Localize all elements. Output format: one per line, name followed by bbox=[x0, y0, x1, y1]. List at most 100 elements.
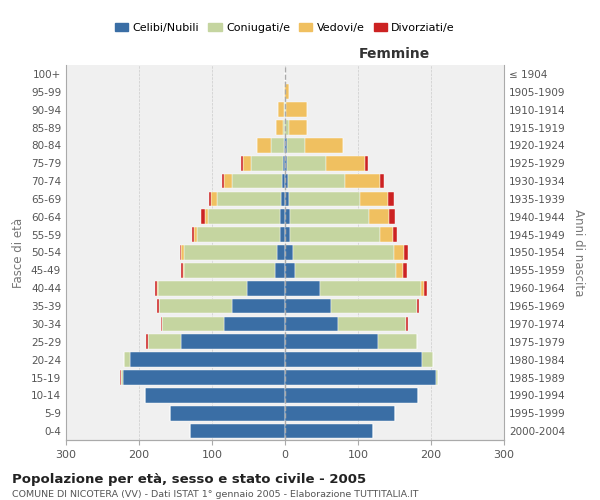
Bar bbox=[290, 228, 380, 242]
Bar bbox=[396, 263, 403, 278]
Bar bbox=[159, 298, 232, 314]
Bar bbox=[345, 174, 380, 188]
Bar bbox=[293, 245, 394, 260]
Bar bbox=[275, 263, 285, 278]
Bar bbox=[271, 138, 284, 152]
Bar bbox=[180, 245, 181, 260]
Bar bbox=[190, 424, 285, 438]
Bar bbox=[194, 228, 197, 242]
Bar bbox=[360, 192, 388, 206]
Bar bbox=[184, 263, 275, 278]
Bar bbox=[380, 174, 383, 188]
Bar bbox=[280, 210, 285, 224]
Bar bbox=[277, 245, 285, 260]
Bar bbox=[436, 370, 438, 385]
Bar bbox=[217, 192, 281, 206]
Bar bbox=[394, 245, 404, 260]
Bar bbox=[283, 120, 285, 135]
Bar bbox=[158, 281, 247, 295]
Bar bbox=[285, 424, 373, 438]
Bar bbox=[208, 210, 280, 224]
Bar bbox=[205, 210, 208, 224]
Bar bbox=[285, 174, 288, 188]
Bar bbox=[285, 156, 287, 170]
Bar bbox=[181, 263, 183, 278]
Bar bbox=[285, 263, 295, 278]
Bar bbox=[121, 370, 123, 385]
Bar bbox=[326, 156, 365, 170]
Bar bbox=[209, 192, 211, 206]
Bar bbox=[388, 192, 394, 206]
Bar bbox=[130, 352, 285, 367]
Bar bbox=[287, 156, 326, 170]
Bar bbox=[422, 352, 433, 367]
Bar bbox=[290, 210, 369, 224]
Bar bbox=[285, 388, 418, 402]
Bar bbox=[369, 210, 389, 224]
Y-axis label: Anni di nascita: Anni di nascita bbox=[572, 209, 585, 296]
Bar bbox=[288, 174, 345, 188]
Bar bbox=[284, 84, 285, 99]
Bar bbox=[192, 228, 194, 242]
Bar bbox=[278, 102, 284, 117]
Bar bbox=[123, 370, 285, 385]
Bar bbox=[284, 138, 285, 152]
Bar bbox=[224, 316, 285, 331]
Bar bbox=[145, 388, 285, 402]
Bar bbox=[257, 138, 271, 152]
Y-axis label: Fasce di età: Fasce di età bbox=[13, 218, 25, 288]
Text: Popolazione per età, sesso e stato civile - 2005: Popolazione per età, sesso e stato civil… bbox=[12, 472, 366, 486]
Bar bbox=[244, 156, 251, 170]
Bar bbox=[320, 281, 421, 295]
Bar bbox=[285, 120, 289, 135]
Bar bbox=[184, 245, 277, 260]
Bar bbox=[404, 245, 407, 260]
Bar bbox=[295, 263, 396, 278]
Bar bbox=[285, 316, 338, 331]
Bar bbox=[284, 102, 285, 117]
Bar bbox=[406, 316, 409, 331]
Bar bbox=[285, 298, 331, 314]
Bar bbox=[403, 263, 407, 278]
Bar bbox=[285, 138, 287, 152]
Bar bbox=[181, 245, 184, 260]
Bar bbox=[161, 316, 163, 331]
Bar bbox=[285, 210, 290, 224]
Bar bbox=[146, 334, 148, 349]
Text: COMUNE DI NICOTERA (VV) - Dati ISTAT 1° gennaio 2005 - Elaborazione TUTTITALIA.I: COMUNE DI NICOTERA (VV) - Dati ISTAT 1° … bbox=[12, 490, 419, 499]
Text: Femmine: Femmine bbox=[359, 48, 430, 61]
Bar bbox=[285, 352, 422, 367]
Bar bbox=[155, 281, 157, 295]
Bar bbox=[285, 102, 286, 117]
Legend: Celibi/Nubili, Coniugati/e, Vedovi/e, Divorziati/e: Celibi/Nubili, Coniugati/e, Vedovi/e, Di… bbox=[110, 18, 460, 37]
Bar bbox=[224, 174, 232, 188]
Bar bbox=[232, 298, 285, 314]
Bar bbox=[305, 138, 343, 152]
Bar bbox=[289, 192, 360, 206]
Bar bbox=[365, 156, 368, 170]
Bar bbox=[251, 156, 283, 170]
Bar bbox=[285, 370, 436, 385]
Bar bbox=[183, 263, 184, 278]
Bar bbox=[393, 228, 397, 242]
Bar bbox=[421, 281, 424, 295]
Bar bbox=[120, 370, 121, 385]
Bar bbox=[247, 281, 285, 295]
Bar bbox=[285, 228, 290, 242]
Bar bbox=[280, 228, 285, 242]
Bar bbox=[285, 245, 293, 260]
Bar bbox=[379, 334, 417, 349]
Bar bbox=[197, 228, 280, 242]
Bar bbox=[285, 334, 379, 349]
Bar bbox=[157, 298, 159, 314]
Bar bbox=[424, 281, 427, 295]
Bar bbox=[163, 316, 224, 331]
Bar bbox=[285, 406, 395, 420]
Bar bbox=[211, 192, 217, 206]
Bar bbox=[380, 228, 393, 242]
Bar bbox=[283, 156, 285, 170]
Bar bbox=[157, 281, 158, 295]
Bar bbox=[331, 298, 417, 314]
Bar bbox=[389, 210, 395, 224]
Bar bbox=[241, 156, 244, 170]
